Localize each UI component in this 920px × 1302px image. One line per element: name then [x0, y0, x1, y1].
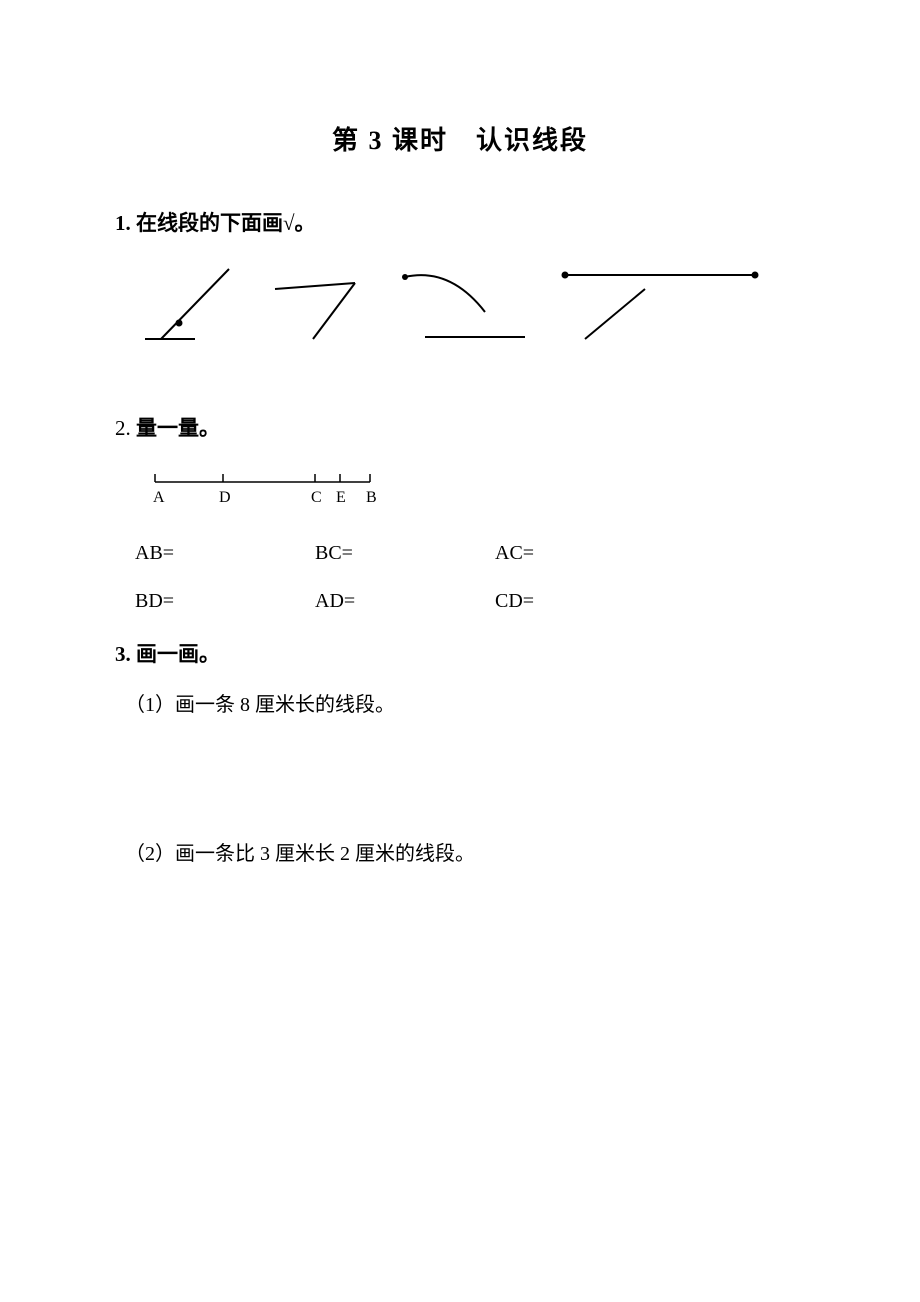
q2-ruler: A D C E B [145, 472, 805, 517]
q1-figure-1 [135, 257, 265, 362]
question-1: 1. 在线段的下面画√。 [115, 207, 805, 362]
measure-bc: BC= [315, 542, 495, 565]
q3-header: 3. 画一画。 [115, 638, 805, 668]
q2-measure-grid: AB= BC= AC= BD= AD= CD= [135, 542, 805, 613]
figure-1-svg [135, 257, 265, 357]
q1-figures-row [135, 257, 805, 362]
q1-header: 1. 在线段的下面画√。 [115, 207, 805, 237]
measure-ac: AC= [495, 542, 675, 565]
question-3: 3. 画一画。 （1）画一条 8 厘米长的线段。 （2）画一条比 3 厘米长 2… [115, 638, 805, 866]
page-title: 第 3 课时 认识线段 [115, 120, 805, 157]
figure-4-svg [555, 257, 775, 357]
question-2: 2. 量一量。 A D C E B AB= BC= AC= BD= AD= CD… [115, 412, 805, 613]
ruler-label-c: C [311, 489, 322, 506]
q1-figure-3 [395, 257, 555, 362]
measure-ab: AB= [135, 542, 315, 565]
measure-cd: CD= [495, 590, 675, 613]
measure-row-1: AB= BC= AC= [135, 542, 805, 565]
q2-header-text: 量一量。 [136, 416, 220, 440]
ruler-label-e: E [336, 489, 346, 506]
ruler-label-a: A [153, 489, 165, 506]
q3-sub2: （2）画一条比 3 厘米长 2 厘米的线段。 [125, 837, 805, 866]
q3-sub1: （1）画一条 8 厘米长的线段。 [125, 688, 805, 717]
q1-figure-2 [265, 257, 395, 362]
ruler-label-b: B [366, 489, 377, 506]
measure-ad: AD= [315, 590, 495, 613]
q1-figure-4 [555, 257, 775, 362]
ruler-svg: A D C E B [145, 472, 395, 512]
measure-row-2: BD= AD= CD= [135, 590, 805, 613]
q2-header: 2. 量一量。 [115, 412, 805, 442]
measure-bd: BD= [135, 590, 315, 613]
ruler-label-d: D [219, 489, 231, 506]
figure-3-svg [395, 257, 555, 357]
figure-2-svg [265, 257, 395, 357]
q2-number: 2. [115, 416, 131, 440]
